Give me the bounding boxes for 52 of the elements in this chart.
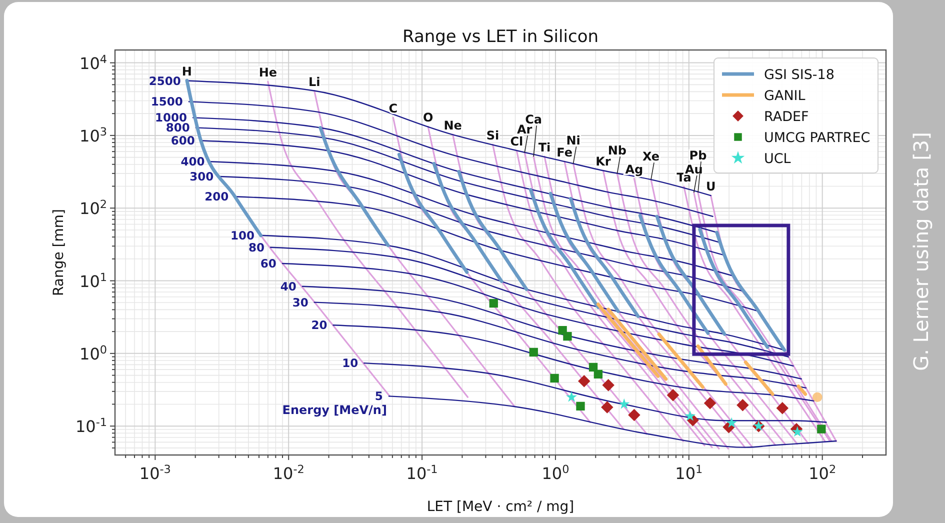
- series-label: 400: [180, 154, 205, 169]
- series-label: Li: [308, 74, 320, 89]
- series-label: 1500: [150, 94, 183, 109]
- x-tick-label: 10$^{-2}$: [272, 462, 304, 483]
- text: G. Lerner using data [3]: [909, 132, 933, 371]
- series-label: Cl: [510, 134, 524, 149]
- x-tick-label: 10$^{1}$: [675, 462, 703, 483]
- series-label: Ni: [566, 134, 580, 148]
- y-axis-title: Range [mm]: [51, 208, 67, 296]
- series-label: Xe: [642, 150, 660, 164]
- x-tick-label: 10$^{-3}$: [139, 462, 171, 483]
- y-tick-label: 10$^{1}$: [80, 270, 107, 291]
- series-label: 60: [260, 256, 276, 270]
- series-label: H: [182, 64, 192, 79]
- series-label: 800: [166, 120, 190, 135]
- text: Pb: [689, 148, 708, 162]
- series-label: 100: [230, 228, 255, 242]
- chart-title: Range vs LET in Silicon: [402, 27, 598, 47]
- legend-label: GSI SIS-18: [764, 67, 834, 83]
- legend-label: RADEF: [764, 109, 809, 125]
- series-label: 200: [204, 190, 229, 204]
- series-label: U: [706, 180, 716, 194]
- series-label: 10: [342, 356, 358, 370]
- x-axis-title: LET [MeV · cm² / mg]: [426, 499, 574, 515]
- series-label: Ag: [625, 162, 644, 177]
- series-label: Fe: [556, 146, 572, 160]
- annotation: Energy [MeV/n]: [282, 403, 387, 418]
- y-tick-label: 10$^{0}$: [80, 342, 107, 364]
- series-label: O: [422, 110, 434, 125]
- series-label: 40: [280, 279, 296, 294]
- x-tick-label: 10$^{0}$: [542, 462, 570, 483]
- legend-label: GANIL: [764, 88, 806, 104]
- x-tick-label: 10$^{2}$: [808, 462, 836, 483]
- series-label: 30: [292, 295, 308, 310]
- series-label: 5: [374, 389, 383, 404]
- legend-label: UMCG PARTREC: [764, 130, 870, 146]
- series-label: 20: [311, 318, 328, 332]
- series-label: 300: [190, 170, 214, 184]
- y-tick-label: 10$^{-1}$: [75, 416, 107, 436]
- series-label: Si: [486, 128, 500, 143]
- series-label: He: [258, 66, 278, 80]
- series-label: 80: [248, 240, 265, 254]
- series-label: Ne: [444, 118, 462, 133]
- x-tick-label: 10$^{-1}$: [406, 462, 438, 483]
- y-tick-label: 10$^{4}$: [80, 52, 107, 73]
- legend-label: UCL: [764, 151, 792, 167]
- y-tick-label: 10$^{2}$: [80, 198, 107, 218]
- series-label: 2500: [148, 74, 181, 88]
- series-label: 600: [170, 134, 195, 148]
- series-label: Ti: [538, 140, 551, 155]
- y-tick-label: 10$^{3}$: [80, 124, 107, 146]
- series-label: C: [388, 102, 398, 116]
